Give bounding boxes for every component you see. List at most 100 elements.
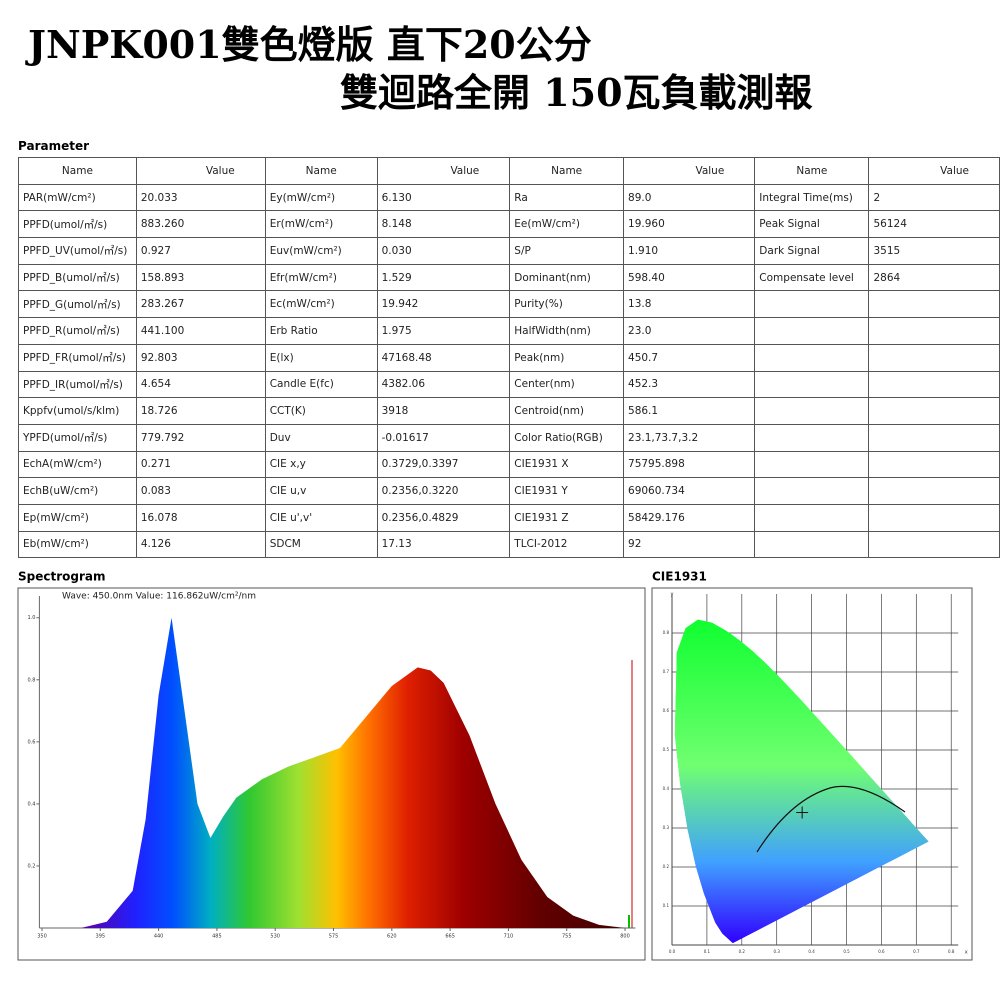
name-cell: Peak Signal [754,210,870,239]
spectrum-area [80,617,626,928]
name-cell: TLCI-2012 [509,530,625,559]
name-cell: Dark Signal [754,237,870,265]
value-cell: 92 [623,530,756,559]
value-cell: 69060.734 [623,477,756,505]
y-tick-label: 0.4 [663,786,670,791]
name-cell: Erb Ratio [264,317,378,345]
name-cell: PPFD_IR(umol/㎡/s) [18,370,137,399]
value-cell [868,370,1000,399]
name-cell: Centroid(nm) [509,397,625,425]
table-row: EchB(uW/cm²) 0.083 CIE u,v 0.2356,0.3220 CIE… [18,477,1000,505]
value-cell [868,397,1000,425]
name-cell: CIE1931 Z [509,503,625,532]
value-cell: 2864 [868,263,1000,292]
value-cell: 598.40 [623,263,756,292]
header-row: Name Value Name Value Name Value Name Value [18,157,1000,185]
column-header: Name [264,157,378,185]
x-tick-label: 710 [504,934,514,940]
value-cell: -0.01617 [376,423,511,452]
name-cell [754,503,870,532]
x-tick-label: 0.4 [808,949,815,954]
name-cell: Color Ratio(RGB) [509,423,625,452]
name-cell: Eb(mW/cm²) [18,530,137,559]
table-row: PPFD_R(umol/㎡/s) 441.100 Erb Ratio 1.975 Hal… [18,317,1000,345]
name-cell: CIE x,y [264,450,378,479]
y-tick-label: 0.4 [27,801,35,807]
value-cell: 4.654 [135,370,266,399]
y-tick-label: 0.2 [27,863,35,869]
x-tick-label: 755 [562,934,572,940]
value-cell [868,477,1000,505]
name-cell: Integral Time(ms) [754,183,870,212]
table-title: Parameter [18,139,90,153]
y-tick-label: 0.7 [663,669,670,674]
value-cell: 2 [868,183,1000,212]
name-cell: Ey(mW/cm²) [264,183,378,212]
value-cell: 19.960 [623,210,756,239]
x-tick-label: 485 [212,934,222,940]
x-tick-label: 620 [387,934,397,940]
value-cell: 58429.176 [623,503,756,532]
name-cell: E(lx) [264,343,378,372]
x-tick-label: 0.6 [878,949,885,954]
spectral-locus [674,619,929,943]
column-header: Name [754,157,870,185]
table-row: PPFD_IR(umol/㎡/s) 4.654 Candle E(fc) 4382.0… [18,370,1000,399]
name-cell: Kppfv(umol/s/klm) [18,397,137,425]
value-cell: 18.726 [135,397,266,425]
name-cell: Ep(mW/cm²) [18,503,137,532]
value-cell: 3918 [376,397,511,425]
x-tick-label: 0.1 [704,949,711,954]
name-cell: PPFD_UV(umol/㎡/s) [18,237,137,265]
x-tick-label: 575 [329,934,339,940]
name-cell: Ee(mW/cm²) [509,210,625,239]
name-cell [754,317,870,345]
name-cell: Peak(nm) [509,343,625,372]
name-cell [754,290,870,319]
value-cell [868,317,1000,345]
name-cell: Ra [509,183,625,212]
name-cell: EchB(uW/cm²) [18,477,137,505]
y-tick-label: 0.6 [663,708,670,713]
chromaticity-point [796,806,809,819]
x-tick-label: 0.2 [739,949,746,954]
table-row: PPFD_FR(umol/㎡/s) 92.803 E(lx) 47168.48 Peak… [18,343,1000,372]
value-cell: 0.2356,0.3220 [376,477,511,505]
y-tick-label: 0.3 [663,825,670,830]
x-tick-label: 0.8 [948,949,955,954]
value-cell: 0.927 [135,237,266,265]
value-cell: 1.975 [376,317,511,345]
name-cell: Efr(mW/cm²) [264,263,378,292]
name-cell: CCT(K) [264,397,378,425]
value-cell: 19.942 [376,290,511,319]
value-cell: 75795.898 [623,450,756,479]
chart-title: CIE1931 [652,570,707,584]
y-tick-label: 0.2 [663,864,670,869]
x-tick-label: 0.5 [843,949,850,954]
y-tick-label: 0.6 [27,739,35,745]
name-cell: PPFD_R(umol/㎡/s) [18,317,137,345]
value-cell: 0.083 [135,477,266,505]
y-tick-label: 0.5 [663,747,670,752]
y-tick-label: 1.0 [27,615,35,621]
x-tick-label: 0.7 [913,949,920,954]
name-cell: CIE1931 X [509,450,625,479]
value-cell: 0.271 [135,450,266,479]
value-cell: 16.078 [135,503,266,532]
value-cell: 13.8 [623,290,756,319]
value-cell: 1.910 [623,237,756,265]
name-cell: Ec(mW/cm²) [264,290,378,319]
value-cell: 883.260 [135,210,266,239]
name-cell [754,477,870,505]
name-cell: CIE u',v' [264,503,378,532]
table-row: PPFD_UV(umol/㎡/s) 0.927 Euv(mW/cm²) 0.030 S/… [18,237,1000,265]
value-cell: 4.126 [135,530,266,559]
value-cell: 47168.48 [376,343,511,372]
name-cell: Compensate level [754,263,870,292]
title-line-1: JNPK001雙色燈版 直下20公分 [28,22,592,67]
value-cell: 452.3 [623,370,756,399]
value-cell [868,343,1000,372]
y-tick-label: 0.1 [663,903,670,908]
